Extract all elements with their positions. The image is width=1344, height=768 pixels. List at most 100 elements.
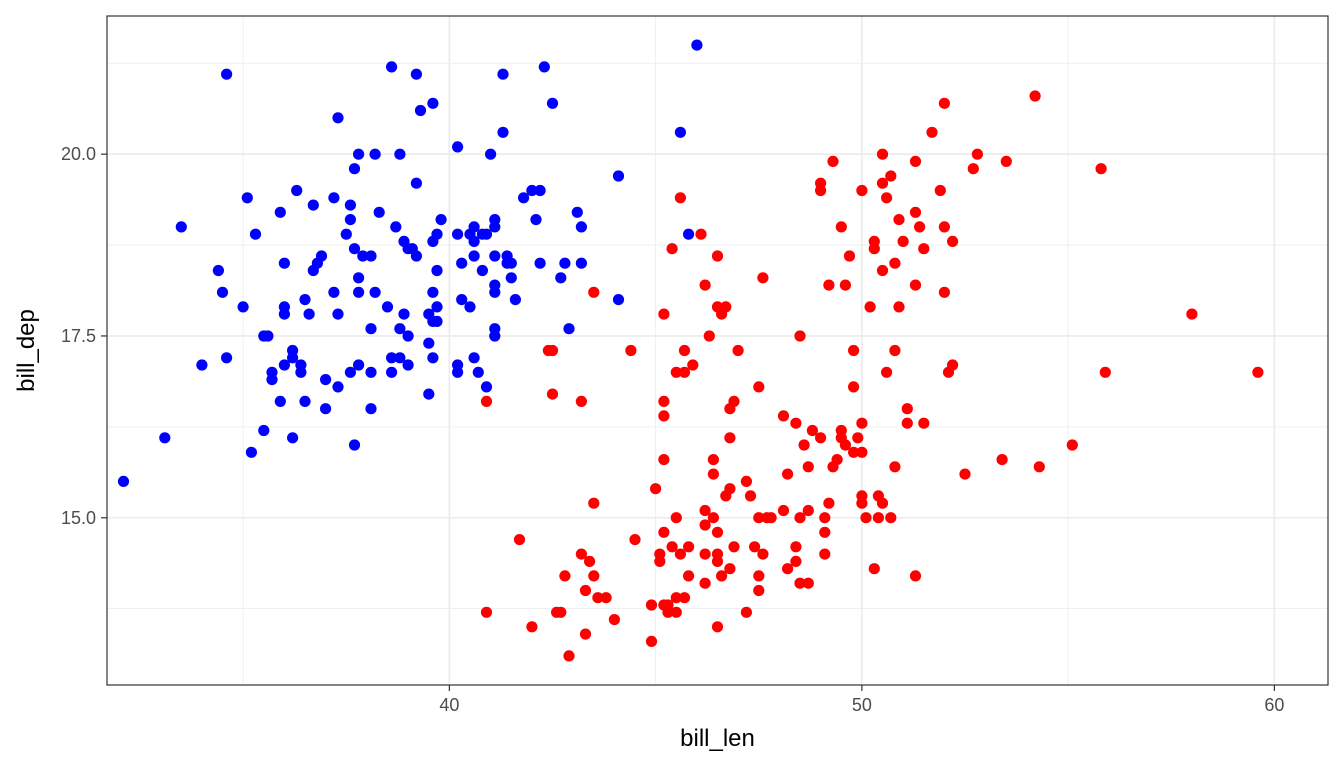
data-point [431, 301, 443, 313]
data-point [369, 286, 381, 298]
data-point [427, 352, 439, 364]
data-point [683, 541, 695, 553]
data-point [658, 410, 670, 422]
data-point [340, 228, 352, 240]
data-point [497, 126, 509, 138]
data-point [716, 570, 728, 582]
data-point [670, 366, 682, 378]
data-point [117, 475, 130, 487]
data-point [398, 308, 410, 320]
data-point [848, 446, 860, 458]
data-point [579, 628, 592, 640]
data-point [819, 526, 831, 538]
data-point [1186, 308, 1198, 320]
data-point [373, 206, 385, 218]
data-point [852, 432, 864, 444]
data-point [344, 199, 356, 211]
data-point [971, 148, 984, 160]
data-point [732, 344, 744, 357]
data-point [909, 570, 922, 582]
data-point [588, 497, 600, 509]
data-point [414, 104, 427, 117]
data-point [918, 417, 930, 429]
data-point [353, 272, 365, 284]
data-point [538, 61, 550, 73]
data-point [934, 184, 946, 197]
data-point [320, 403, 332, 415]
data-point [938, 286, 951, 298]
data-point [274, 206, 286, 218]
data-point [839, 439, 852, 451]
data-point [687, 359, 699, 371]
data-point [365, 323, 377, 335]
data-point [402, 359, 414, 371]
data-point [579, 584, 592, 597]
data-point [464, 301, 476, 313]
data-point [505, 272, 517, 284]
data-point [344, 366, 356, 378]
data-point [947, 235, 959, 247]
data-point [889, 461, 901, 473]
data-point [485, 148, 497, 160]
data-point [959, 468, 971, 480]
data-point [819, 548, 831, 560]
data-point [513, 534, 526, 546]
data-point [480, 381, 493, 393]
data-point [658, 308, 670, 320]
data-point [588, 286, 600, 298]
data-point [881, 366, 893, 378]
data-point [794, 512, 806, 524]
data-point [489, 214, 501, 226]
data-point [674, 192, 687, 204]
data-point [674, 126, 687, 138]
data-point [315, 250, 328, 262]
data-point [777, 410, 790, 422]
data-point [423, 388, 435, 400]
data-point [918, 243, 930, 255]
data-point [216, 286, 229, 298]
data-point [683, 570, 695, 582]
data-point [658, 395, 670, 407]
data-point [885, 170, 897, 182]
data-point [159, 432, 171, 444]
data-point [332, 308, 344, 320]
data-point [262, 330, 274, 342]
data-point [798, 439, 810, 451]
data-point [802, 461, 814, 473]
data-point [328, 286, 340, 298]
data-point [612, 294, 625, 306]
data-point [546, 344, 559, 357]
data-point [423, 337, 435, 349]
data-point [893, 214, 905, 226]
data-point [815, 177, 827, 189]
data-point [588, 570, 600, 582]
data-point [575, 395, 588, 407]
data-point [435, 214, 447, 226]
data-point [394, 323, 406, 335]
data-point [369, 148, 381, 160]
x-tick-label: 40 [439, 695, 459, 715]
data-point [666, 243, 678, 255]
data-point [452, 141, 464, 153]
data-point [1029, 90, 1041, 102]
data-point [563, 650, 575, 662]
data-point [472, 366, 484, 378]
data-point [175, 221, 187, 233]
data-point [365, 403, 377, 415]
data-point [909, 155, 922, 167]
data-point [386, 352, 398, 364]
data-point [1252, 366, 1264, 378]
data-point [835, 221, 847, 233]
data-point [666, 541, 678, 553]
data-point [876, 264, 889, 277]
data-point [683, 228, 695, 240]
x-tick-label: 60 [1264, 695, 1284, 715]
data-point [967, 163, 979, 175]
data-point [394, 352, 406, 364]
data-point [728, 395, 740, 407]
data-point [530, 214, 542, 226]
data-point [237, 301, 249, 313]
data-point [815, 432, 827, 444]
data-point [872, 512, 885, 524]
data-point [476, 264, 488, 277]
